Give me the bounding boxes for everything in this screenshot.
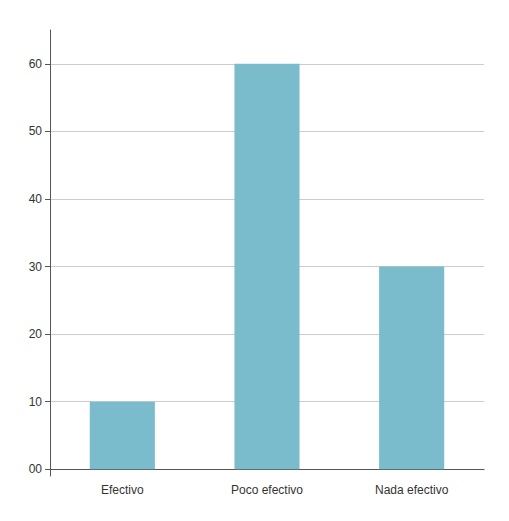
svg-text:30: 30 — [29, 260, 43, 274]
svg-text:00: 00 — [29, 462, 43, 476]
svg-text:40: 40 — [29, 192, 43, 206]
svg-text:Nada efectivo: Nada efectivo — [375, 483, 449, 497]
svg-text:Poco efectivo: Poco efectivo — [231, 483, 303, 497]
svg-text:Efectivo: Efectivo — [101, 483, 144, 497]
svg-text:10: 10 — [29, 395, 43, 409]
svg-text:20: 20 — [29, 327, 43, 341]
svg-text:50: 50 — [29, 124, 43, 138]
svg-text:60: 60 — [29, 57, 43, 71]
